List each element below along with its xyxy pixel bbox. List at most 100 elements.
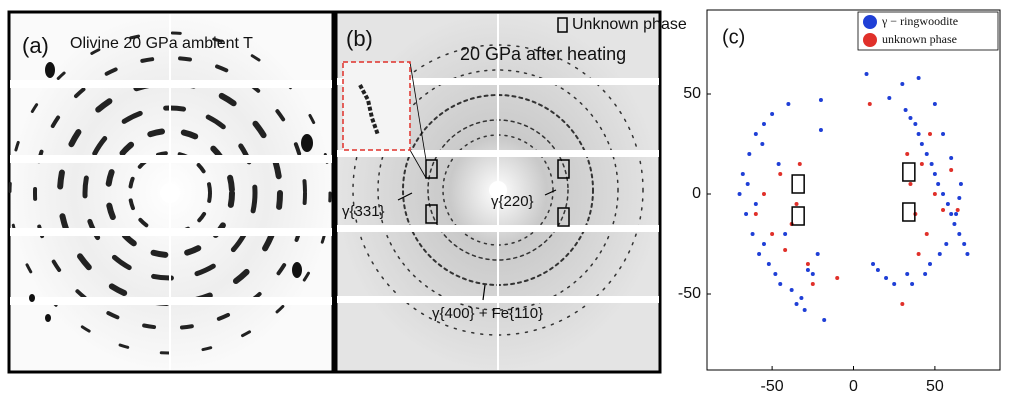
panel-c: (c) -50 0 50 -50 0 50 γ − ringwoodite unknown ph… [678,9,1001,395]
point [932,102,937,106]
point [794,302,799,306]
point [871,262,876,266]
legend-label: unknown phase [882,32,957,46]
point [822,318,827,322]
point [905,272,910,276]
point [797,162,802,166]
point [962,242,967,246]
point [761,192,766,196]
point [867,102,872,106]
point [805,268,810,272]
y-tick-label: -50 [678,285,701,302]
point [958,182,963,186]
panel-label: (b) [346,26,373,51]
point [924,232,929,236]
point [778,282,783,286]
point [937,252,942,256]
phase-boxes [425,159,570,227]
point [928,132,933,136]
point [753,132,758,136]
point [900,302,905,306]
point [815,252,820,256]
panel-a: (a) Olivine 20 GPa ambient T [7,10,335,374]
x-tick-label: 0 [849,378,858,395]
annotation: γ{331} [342,203,385,220]
point [766,262,771,266]
point [913,122,918,126]
point [887,96,892,100]
point [916,132,921,136]
phase-box [902,162,916,182]
point [916,252,921,256]
phase-box [791,174,805,194]
point [864,72,869,76]
point [776,162,781,166]
point [740,172,745,176]
inset [342,61,411,151]
y-tick-label: 0 [692,185,701,202]
point [835,276,840,280]
point [747,152,752,156]
point [949,156,954,160]
point [794,202,799,206]
point [761,242,766,246]
point [932,192,937,196]
phase-box [791,206,805,226]
point [954,212,959,216]
legend-box [857,11,999,51]
point [778,172,783,176]
point [760,142,765,146]
point [884,276,889,280]
point [753,212,758,216]
point [789,288,794,292]
point [745,182,750,186]
point [905,152,910,156]
point [818,128,823,132]
point [875,268,880,272]
annotation: γ{220} [491,193,534,210]
point [924,152,929,156]
point [900,82,905,86]
point [955,208,960,212]
panel-label: (c) [722,26,745,48]
point [928,262,933,266]
point [919,142,924,146]
point [929,162,934,166]
panel-b: Unknown phase 20 GPa after heating (b) γ… [334,10,687,374]
point [932,172,937,176]
point [941,132,946,136]
point [744,212,749,216]
point [910,282,915,286]
point [892,282,897,286]
annotation: γ{400} + Fe{110} [432,305,543,322]
point [799,296,804,300]
point [919,162,924,166]
x-tick-label: 50 [926,378,944,395]
point [770,112,775,116]
point [802,308,807,312]
point [783,248,788,252]
point [941,208,946,212]
point [944,242,949,246]
panel-caption: Olivine 20 GPa ambient T [70,35,253,52]
point [750,232,755,236]
point [916,76,921,80]
point [923,272,928,276]
y-tick-label: 50 [683,85,701,102]
legend-marker [863,33,877,47]
point [805,262,810,266]
point [786,102,791,106]
point [757,252,762,256]
point [753,202,758,206]
panel-label: (a) [22,33,49,58]
point [936,182,941,186]
point [945,202,950,206]
phase-box [902,202,916,222]
point [941,192,946,196]
panel-caption: 20 GPa after heating [460,44,626,64]
point [908,116,913,120]
legend-text: Unknown phase [572,16,687,33]
plot-frame [706,9,1001,371]
point [908,182,913,186]
